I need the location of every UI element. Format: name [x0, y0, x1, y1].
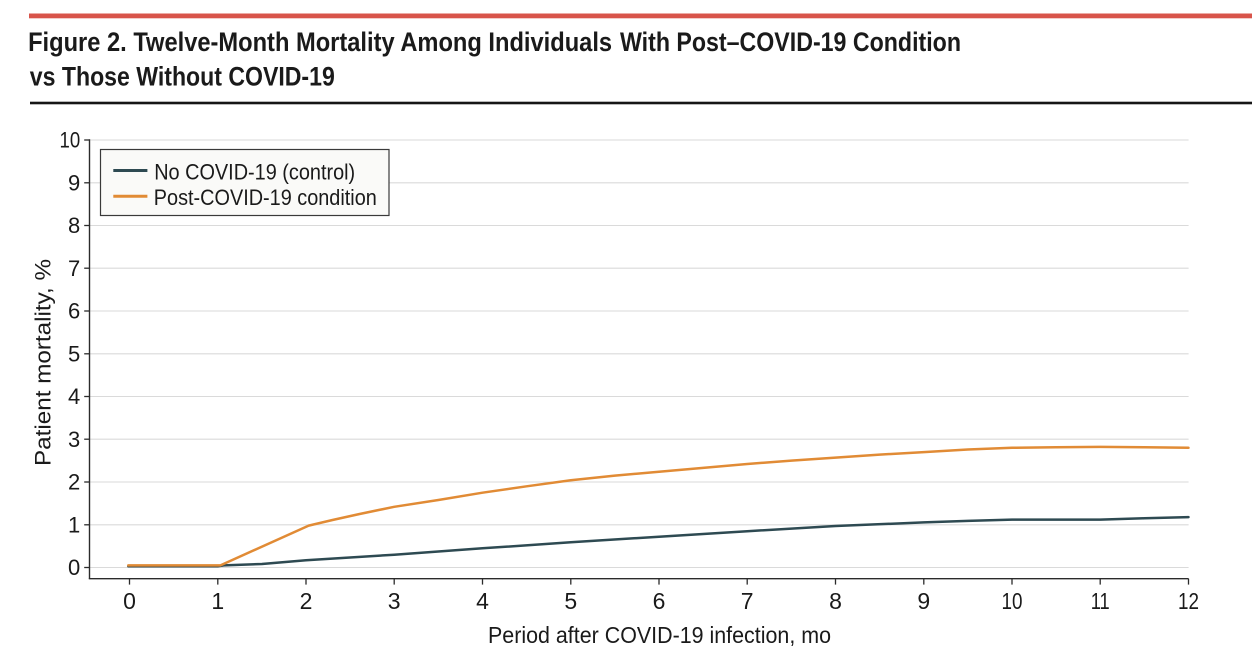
svg-text:3: 3: [68, 427, 80, 452]
svg-text:8: 8: [829, 588, 842, 614]
svg-text:1: 1: [68, 512, 80, 537]
svg-text:2: 2: [68, 470, 80, 495]
svg-text:6: 6: [68, 299, 80, 324]
svg-text:8: 8: [68, 213, 80, 238]
svg-text:4: 4: [476, 588, 489, 614]
svg-text:No COVID-19 (control): No COVID-19 (control): [154, 159, 355, 184]
svg-text:5: 5: [564, 588, 577, 614]
svg-text:3: 3: [388, 588, 401, 614]
svg-text:10: 10: [1002, 588, 1023, 614]
svg-text:7: 7: [68, 256, 80, 281]
svg-text:2: 2: [300, 588, 313, 614]
svg-text:1: 1: [211, 588, 224, 614]
svg-text:0: 0: [68, 555, 80, 580]
svg-text:12: 12: [1178, 588, 1199, 614]
svg-text:11: 11: [1091, 588, 1110, 614]
svg-text:vs Those Without COVID-19: vs Those Without COVID-19: [30, 61, 335, 91]
svg-text:9: 9: [917, 588, 930, 614]
svg-text:10: 10: [60, 128, 81, 153]
svg-text:7: 7: [741, 588, 754, 614]
svg-text:5: 5: [68, 341, 80, 366]
svg-text:Period after COVID-19 infectio: Period after COVID-19 infection, mo: [488, 622, 831, 648]
svg-text:Patient mortality, %: Patient mortality, %: [30, 259, 55, 466]
svg-text:0: 0: [123, 588, 136, 614]
svg-text:9: 9: [68, 170, 80, 195]
svg-text:Post-COVID-19 condition: Post-COVID-19 condition: [154, 185, 377, 210]
svg-text:Figure 2. Twelve-Month Mortali: Figure 2. Twelve-Month Mortality Among I…: [28, 27, 612, 57]
svg-text:4: 4: [68, 384, 80, 409]
svg-text:6: 6: [653, 588, 666, 614]
svg-text:With Post–COVID-19 Condition: With Post–COVID-19 Condition: [620, 27, 961, 57]
